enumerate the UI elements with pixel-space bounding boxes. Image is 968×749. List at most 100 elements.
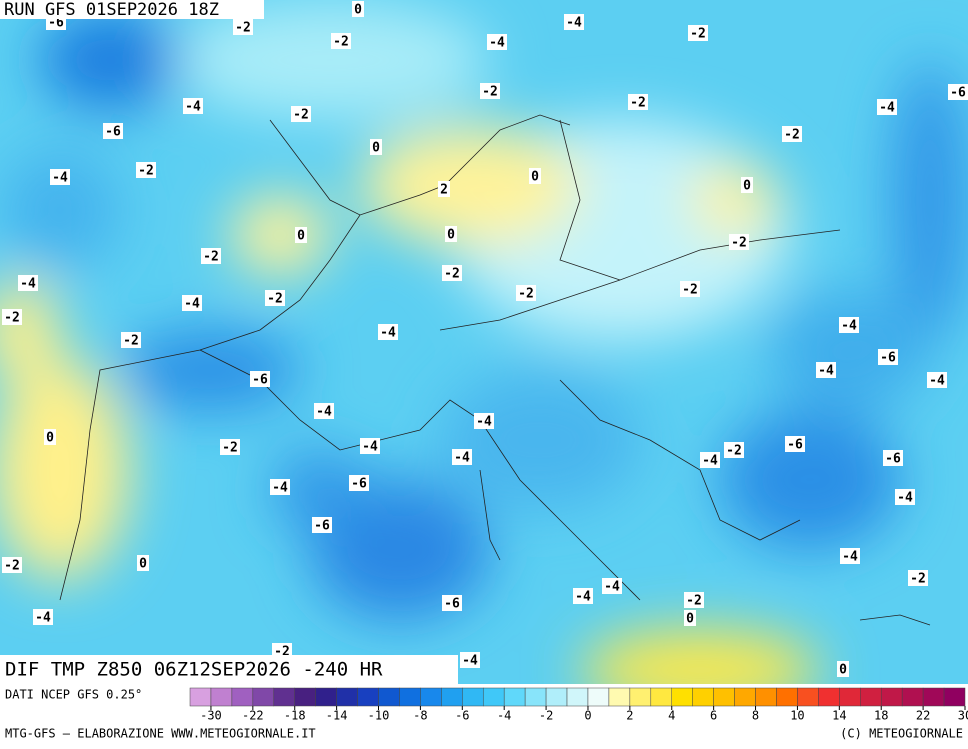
colorbar-tick-label: 10 — [790, 709, 804, 723]
field — [0, 0, 968, 684]
label-bg — [121, 332, 141, 348]
contour-label: -6 — [48, 16, 64, 31]
label-bg — [741, 177, 753, 193]
contour-label: -4 — [929, 374, 945, 389]
contour-label: -2 — [293, 108, 309, 123]
colorbar-swatch — [650, 687, 673, 707]
label-bg — [50, 169, 70, 185]
label-bg — [291, 106, 311, 122]
contour-label: -2 — [784, 128, 800, 143]
contour-label: -2 — [235, 21, 251, 36]
contour-label: -4 — [702, 454, 718, 469]
colorbar-tick-label: 8 — [752, 709, 759, 723]
contour-label: 0 — [372, 141, 380, 156]
contour-label: -6 — [787, 438, 803, 453]
label-bg — [883, 450, 903, 466]
label-bg — [480, 83, 500, 99]
colorbar-tick-label: 18 — [874, 709, 888, 723]
colorbar-swatch — [776, 687, 798, 707]
label-bg — [312, 517, 332, 533]
colorbar-swatch — [357, 687, 379, 707]
label-bg — [602, 578, 622, 594]
contour-label: -2 — [630, 96, 646, 111]
contour-label: -2 — [4, 559, 20, 574]
colorbar-swatch — [839, 687, 861, 707]
colorbar-swatch — [294, 687, 316, 707]
label-bg — [442, 265, 462, 281]
label-bg — [487, 34, 507, 50]
label-bg — [573, 588, 593, 604]
colorbar-swatch — [420, 687, 442, 707]
label-bg — [840, 548, 860, 564]
contour-label: -4 — [604, 580, 620, 595]
colorbar-swatch — [818, 687, 840, 707]
contour-label: -4 — [184, 297, 200, 312]
colorbar-tick-label: 22 — [916, 709, 930, 723]
contour-label: 0 — [139, 557, 147, 572]
label-bg — [729, 234, 749, 250]
colorbar-tick-label: 6 — [710, 709, 717, 723]
label-bg — [18, 275, 38, 291]
colorbar-swatch — [880, 687, 903, 707]
contour-label: -6 — [885, 452, 901, 467]
contour-label: -4 — [316, 405, 332, 420]
run-box — [0, 0, 264, 19]
label-bg — [331, 33, 351, 49]
colorbar-tick-label: -4 — [497, 709, 511, 723]
contour-label: -4 — [566, 16, 582, 31]
contour-label: -2 — [267, 292, 283, 307]
contour-label: -2 — [138, 164, 154, 179]
contour-label: -4 — [476, 415, 492, 430]
colorbar-tick-label: 0 — [584, 709, 591, 723]
label-bg — [816, 362, 836, 378]
label-bg — [103, 123, 123, 139]
copyright: (C) METEOGIORNALE — [840, 727, 963, 741]
contour-label: -4 — [842, 550, 858, 565]
label-bg — [452, 449, 472, 465]
colorbar-swatch — [462, 687, 484, 707]
label-bg — [927, 372, 947, 388]
colorbar-swatch — [692, 687, 714, 707]
label-bg — [370, 139, 382, 155]
label-bg — [265, 290, 285, 306]
label-bg — [688, 25, 708, 41]
colorbar-tick-label: -14 — [326, 709, 348, 723]
colorbar-swatch — [399, 687, 421, 707]
contour-label: -6 — [444, 597, 460, 612]
label-bg — [360, 438, 380, 454]
contour-label: -4 — [20, 277, 36, 292]
colorbar-tick-label: -22 — [242, 709, 264, 723]
label-bg — [33, 609, 53, 625]
contour-label: 0 — [686, 612, 694, 627]
colorbar-swatch — [922, 687, 945, 707]
colorbar-swatch — [524, 687, 547, 707]
colorbar-tick-label: -10 — [368, 709, 390, 723]
colorbar-tick-label: 4 — [668, 709, 675, 723]
colorbar-swatch — [671, 687, 693, 707]
contour-label: -2 — [690, 27, 706, 42]
colorbar-swatch — [860, 687, 882, 707]
label-bg — [295, 227, 307, 243]
contour-label: -2 — [444, 267, 460, 282]
contour-label: -2 — [203, 250, 219, 265]
colorbar-swatch — [252, 687, 275, 707]
contour-label: -4 — [185, 100, 201, 115]
colorbar-swatch — [901, 687, 924, 707]
label-bg — [201, 248, 221, 264]
colorbar-swatch — [608, 687, 631, 707]
colorbar-swatch — [231, 687, 254, 707]
label-bg — [628, 94, 648, 110]
contour-label: -4 — [380, 326, 396, 341]
credit: MTG-GFS — ELABORAZIONE WWW.METEOGIORNALE… — [5, 727, 316, 741]
contour-label: -2 — [4, 311, 20, 326]
contour-label: -4 — [575, 590, 591, 605]
contour-label: -4 — [362, 440, 378, 455]
colorbar-swatch — [482, 687, 505, 707]
label-bg — [136, 162, 156, 178]
colorbar-swatch — [629, 687, 652, 707]
colorbar-tick-label: 14 — [832, 709, 846, 723]
colorbar-swatch — [943, 687, 966, 707]
label-bg — [445, 226, 457, 242]
label-bg — [2, 557, 22, 573]
